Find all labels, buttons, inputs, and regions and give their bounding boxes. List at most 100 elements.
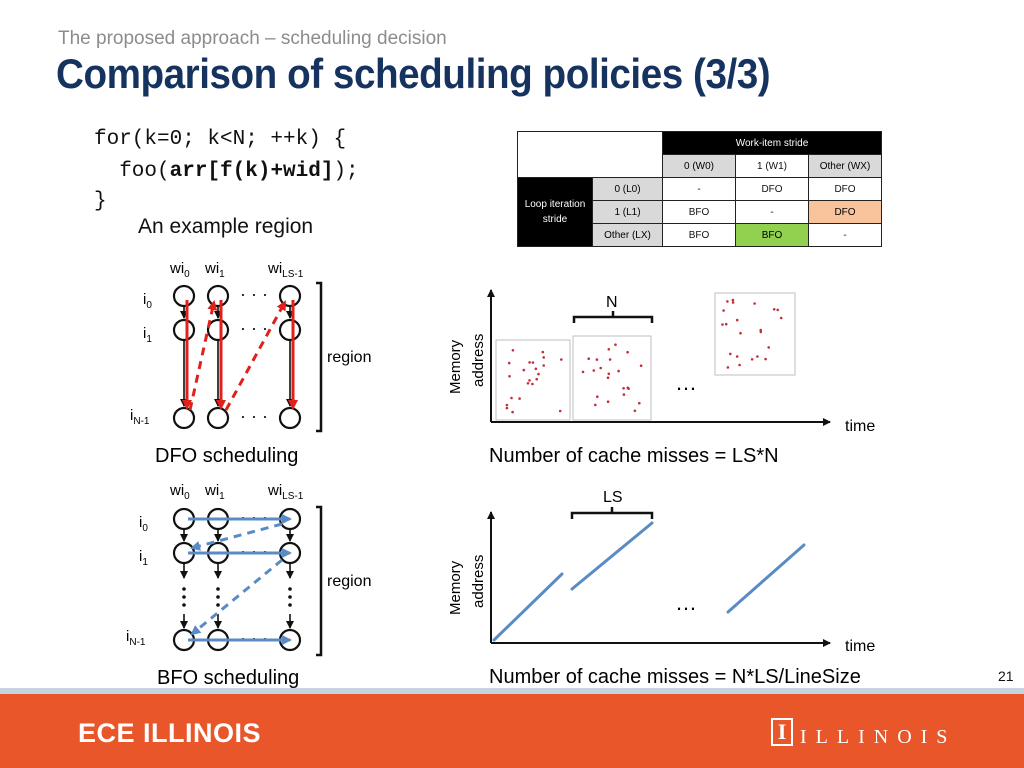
code-line-1: for(k=0; k<N; ++k) { (94, 128, 347, 151)
access-block (714, 292, 796, 376)
memory-access-dot (735, 318, 739, 322)
x-axis-label: time (845, 418, 875, 435)
dfo-memory-plot: Memory address time N … Number of cache … (447, 289, 875, 467)
y-axis-label: address (470, 555, 487, 608)
bfo-caption: BFO scheduling (157, 667, 299, 689)
code-line-2-post: ); (333, 160, 359, 183)
access-block (572, 335, 652, 421)
dfo-result: Number of cache misses = LS*N (489, 445, 779, 467)
memory-access-dot (722, 309, 725, 312)
memory-access-dot (505, 406, 509, 410)
bfo-wils-label: wiLS-1 (267, 482, 304, 502)
dfo-path-arrow (188, 300, 218, 411)
table-cell-highlight: BFO (735, 223, 809, 247)
memory-access-dot (606, 376, 610, 380)
dfo-node (206, 406, 230, 430)
memory-access-dot (753, 302, 756, 305)
memory-access-dot (505, 403, 509, 407)
memory-access-dot (558, 409, 562, 413)
memory-access-dot (721, 323, 724, 326)
col-header: 1 (W1) (735, 154, 809, 178)
memory-access-dot (633, 409, 637, 413)
dfo-i0-label: i0 (143, 291, 152, 311)
y-axis-label: address (470, 334, 487, 387)
memory-access-dot (724, 322, 728, 326)
dfo-node (172, 318, 196, 342)
memory-access-dot (729, 352, 732, 356)
bfo-graph: wi0 wi1 wiLS-1 i0 i1 iN-1 (126, 482, 371, 689)
footer-stripe (0, 688, 1024, 694)
y-axis-label: Memory (447, 339, 464, 394)
memory-access-dot (534, 367, 538, 371)
memory-access-dot (594, 403, 597, 407)
dfo-node (206, 318, 230, 342)
dfo-region-bracket (316, 281, 323, 433)
bfo-memory-plot: Memory address time LS … Number of cache… (447, 489, 875, 688)
memory-access-dot (622, 393, 626, 396)
code-line-2-pre: foo( (94, 160, 170, 183)
bfo-region-bracket (316, 505, 323, 657)
table-corner (517, 131, 663, 178)
dfo-caption: DFO scheduling (155, 445, 298, 467)
memory-access-dot (507, 361, 511, 365)
memory-access-dot (626, 350, 629, 354)
bfo-wi1-label: wi1 (204, 482, 225, 502)
memory-access-dot (526, 382, 530, 385)
x-axis-label: time (845, 638, 875, 655)
memory-access-dot (759, 330, 763, 334)
slide-title: Comparison of scheduling policies (3/3) (56, 50, 771, 97)
memory-access-dot (581, 370, 585, 374)
memory-access-dot (638, 401, 641, 405)
access-line (726, 543, 806, 614)
bfo-path-arrow (190, 522, 283, 551)
table-cell: DFO (808, 177, 882, 201)
memory-access-dot (595, 358, 599, 361)
code-line-2-bold: arr[f(k)+wid] (169, 160, 334, 183)
memory-access-dot (599, 366, 602, 370)
code-line-2: foo(arr[f(k)+wid]); (94, 160, 359, 183)
y-axis-label: Memory (447, 560, 464, 615)
table-cell: BFO (662, 200, 736, 224)
memory-access-dot (528, 361, 531, 364)
memory-access-dot (542, 356, 545, 359)
illinois-wordmark: ILLINOIS (800, 726, 957, 748)
memory-access-dot (776, 308, 779, 312)
bfo-region-label: region (327, 573, 371, 590)
memory-access-dot (731, 301, 735, 304)
ece-illinois-logo: ECE ILLINOIS (78, 718, 262, 748)
stride-table: Work-item stride 0 (W0) 1 (W1) Other (WX… (517, 131, 882, 247)
memory-access-dot (626, 386, 630, 390)
plot-ellipsis: … (675, 590, 697, 615)
n-brace-label: N (606, 294, 618, 311)
row-header: 1 (L1) (592, 200, 663, 224)
bfo-ellipsis: · · · (240, 507, 268, 527)
table-cell: - (735, 200, 809, 224)
bfo-i1-label: i1 (139, 548, 148, 568)
memory-access-dot (614, 343, 617, 347)
memory-access-dot (535, 377, 538, 381)
dfo-node (172, 284, 196, 308)
col-group-header: Work-item stride (662, 131, 882, 155)
row-header: 0 (L0) (592, 177, 663, 201)
scatter-dots (505, 298, 783, 414)
table-cell: DFO (735, 177, 809, 201)
dfo-node (278, 318, 302, 342)
row-header: Other (LX) (592, 223, 663, 247)
dfo-i1-label: i1 (143, 325, 152, 345)
slide-subtitle: The proposed approach – scheduling decis… (58, 28, 447, 49)
bfo-ellipsis: · · · (240, 628, 268, 648)
access-block (495, 339, 571, 421)
code-line-3: } (94, 190, 107, 213)
plot-ellipsis: … (675, 370, 697, 395)
dfo-ellipsis: · · · (240, 406, 268, 426)
memory-access-dot (587, 357, 590, 361)
dfo-ellipsis: · · · (240, 318, 268, 338)
table-cell-highlight: DFO (808, 200, 882, 224)
memory-access-dot (541, 350, 545, 354)
memory-access-dot (739, 331, 742, 335)
memory-access-dot (511, 410, 514, 414)
memory-access-dot (772, 308, 776, 311)
memory-access-dot (767, 346, 770, 349)
bfo-path-arrow (190, 558, 283, 636)
memory-access-dot (528, 379, 531, 382)
